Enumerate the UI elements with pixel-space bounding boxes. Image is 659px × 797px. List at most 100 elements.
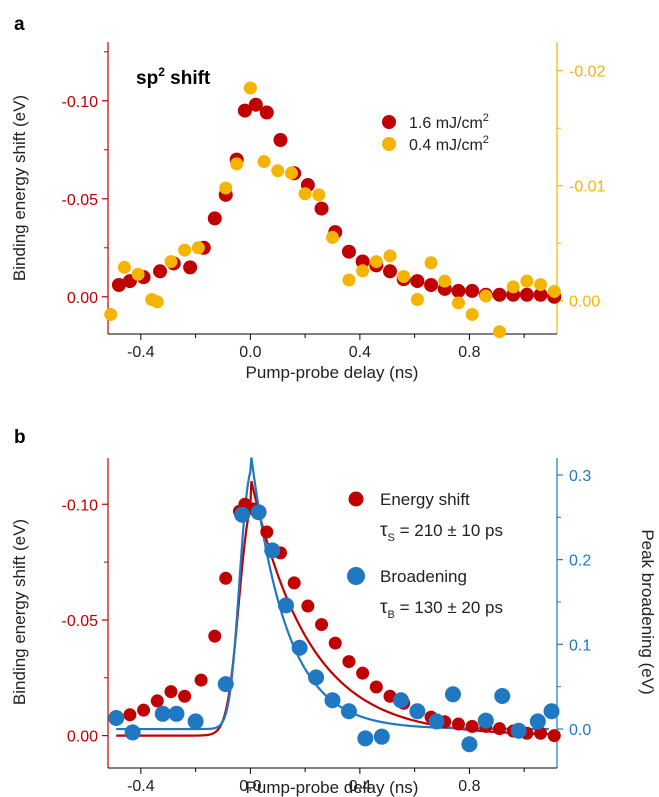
y2-tick-label: 0.0: [569, 722, 591, 739]
y-tick-label: -0.05: [62, 192, 99, 209]
data-point: [494, 688, 511, 705]
data-point: [534, 726, 548, 740]
data-point: [237, 103, 252, 118]
data-point: [191, 241, 205, 255]
data-point: [451, 717, 465, 731]
data-point: [520, 274, 534, 288]
panel-a-xlabel: Pump-probe delay (ns): [246, 363, 419, 382]
y2-tick-label: -0.01: [569, 179, 606, 196]
data-point: [123, 708, 137, 722]
data-point: [342, 273, 356, 287]
panel-a-label: a: [14, 14, 25, 35]
panel-a-y2ticks: 0.00 -0.01 -0.02: [557, 64, 606, 311]
data-point: [465, 283, 480, 298]
y2-tick-label: 0.3: [569, 468, 591, 485]
data-point: [259, 105, 274, 120]
data-point: [312, 188, 326, 202]
panel-b-tau-s: τS = 210 ± 10 ps: [380, 520, 503, 544]
data-point: [369, 680, 383, 694]
panel-b-yticks: 0.00 -0.05 -0.10: [62, 497, 108, 746]
data-point: [340, 703, 357, 720]
data-point: [383, 249, 397, 263]
data-point: [477, 712, 494, 729]
data-point: [369, 255, 383, 269]
x-tick-label: 0.0: [239, 778, 261, 795]
data-point: [207, 211, 222, 226]
data-point: [533, 287, 548, 302]
x-tick-label: 0.8: [458, 344, 480, 361]
panel-b-label: b: [14, 427, 26, 448]
panel-b-chart: -0.4 0.0 0.4 0.8 0.00-0.05-0.10 0.00.10.20.…: [10, 457, 657, 797]
panel-a-yticks: 0.00 -0.05 -0.10: [62, 51, 108, 307]
data-point: [230, 157, 244, 171]
panel-a-points: [104, 81, 562, 339]
panel-b-legend-label-1: Energy shift: [380, 490, 470, 509]
panel-a-chart: -0.4 0.0 0.4 0.8 0.00 -0.05 -0.10 0.00 -0.01 -0…: [10, 42, 606, 382]
y-tick-label: 0.00: [67, 290, 98, 307]
data-point: [124, 724, 141, 741]
data-point: [438, 274, 452, 288]
data-point: [187, 713, 204, 730]
data-point: [356, 666, 370, 680]
data-point: [492, 287, 507, 302]
y2-tick-label: 0.2: [569, 553, 591, 570]
data-point: [410, 274, 425, 289]
panel-b-legend-marker-2: [347, 567, 365, 585]
panel-a-annotation: sp2 shift: [136, 65, 211, 89]
data-point: [461, 736, 478, 753]
x-tick-label: 0.0: [239, 344, 261, 361]
panel-b-y2ticks: 0.0 0.1 0.2 0.3: [557, 468, 591, 739]
y2-tick-label: 0.00: [569, 294, 600, 311]
data-point: [382, 264, 397, 279]
data-point: [164, 255, 178, 269]
data-point: [355, 254, 370, 269]
data-point: [217, 676, 234, 693]
data-point: [291, 639, 308, 656]
data-point: [314, 201, 329, 216]
data-point: [326, 230, 339, 244]
panel-b-xticks: -0.4 0.0 0.4 0.8: [127, 768, 525, 795]
data-point: [257, 155, 271, 169]
y-tick-label: -0.10: [62, 94, 99, 111]
x-tick-label: 0.4: [349, 344, 371, 361]
data-point: [108, 710, 125, 727]
panel-a-xticks: -0.4 0.0 0.4 0.8: [127, 334, 525, 361]
data-point: [428, 713, 445, 730]
data-point: [409, 703, 426, 720]
data-point: [111, 278, 126, 293]
data-point: [208, 629, 222, 643]
panel-b-ylabel: Binding energy shift (eV): [10, 519, 29, 705]
data-point: [164, 685, 178, 699]
y-tick-label: -0.05: [62, 613, 99, 630]
panel-b-xlabel: Pump-probe delay (ns): [246, 778, 419, 797]
data-point: [273, 132, 288, 147]
data-point: [324, 692, 341, 709]
panel-a-legend-marker-2: [382, 137, 396, 151]
data-point: [298, 187, 312, 201]
data-point: [410, 293, 424, 307]
data-point: [506, 280, 520, 294]
y-tick-label: 0.00: [67, 729, 98, 746]
data-point: [183, 260, 198, 275]
data-point: [117, 260, 131, 274]
data-point: [493, 325, 507, 339]
data-point: [308, 669, 325, 686]
data-point: [315, 618, 329, 632]
data-point: [178, 243, 192, 257]
panel-a-legend-label-2: 0.4 mJ/cm2: [409, 134, 489, 154]
data-point: [219, 181, 233, 195]
data-point: [479, 289, 493, 303]
data-point: [104, 307, 118, 321]
y-tick-label: -0.10: [62, 497, 99, 514]
data-point: [250, 504, 267, 521]
data-point: [234, 506, 251, 523]
data-point: [287, 576, 301, 590]
panel-b-y2label: Peak broadening (eV): [638, 529, 657, 694]
data-point: [357, 730, 374, 747]
data-point: [451, 283, 466, 298]
data-point: [529, 713, 546, 730]
data-point: [284, 166, 298, 180]
data-point: [356, 264, 370, 278]
data-point: [392, 692, 409, 709]
data-point: [150, 295, 164, 309]
